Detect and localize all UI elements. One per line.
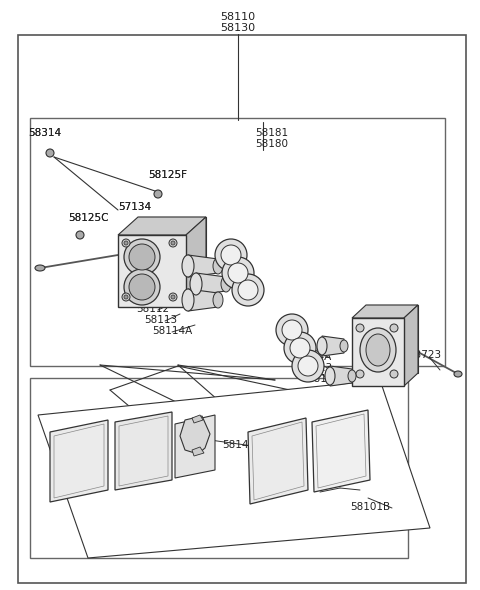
Polygon shape [366, 305, 418, 373]
Text: 58130: 58130 [220, 23, 255, 33]
Ellipse shape [154, 190, 162, 198]
Ellipse shape [124, 269, 160, 305]
Ellipse shape [276, 314, 308, 346]
Ellipse shape [221, 245, 241, 265]
Ellipse shape [454, 371, 462, 377]
Ellipse shape [182, 289, 194, 311]
Bar [30, 378, 408, 558]
Ellipse shape [129, 274, 155, 300]
Ellipse shape [348, 370, 356, 382]
Polygon shape [115, 412, 172, 490]
Text: 58314: 58314 [28, 128, 61, 138]
Ellipse shape [228, 263, 248, 283]
Polygon shape [175, 415, 215, 478]
Ellipse shape [171, 241, 175, 245]
Ellipse shape [169, 239, 177, 247]
Ellipse shape [122, 293, 130, 301]
Text: 58125F: 58125F [148, 170, 187, 180]
Text: 58101B: 58101B [350, 502, 390, 512]
Ellipse shape [190, 273, 202, 295]
Polygon shape [322, 336, 344, 356]
Ellipse shape [340, 340, 348, 352]
Ellipse shape [325, 367, 335, 385]
Ellipse shape [360, 328, 396, 372]
Ellipse shape [129, 244, 155, 270]
Polygon shape [192, 447, 204, 456]
Polygon shape [118, 217, 206, 235]
Polygon shape [180, 416, 210, 454]
Ellipse shape [390, 324, 398, 332]
Ellipse shape [171, 295, 175, 299]
Ellipse shape [390, 370, 398, 378]
Polygon shape [118, 235, 186, 307]
Text: 58144B: 58144B [222, 440, 262, 450]
Ellipse shape [298, 356, 318, 376]
Ellipse shape [222, 257, 254, 289]
Text: 58314: 58314 [28, 128, 61, 138]
Text: 58125C: 58125C [68, 213, 108, 223]
Ellipse shape [122, 239, 130, 247]
Text: 58180: 58180 [255, 139, 288, 149]
Polygon shape [312, 410, 370, 492]
Text: 58114A: 58114A [291, 352, 331, 362]
Ellipse shape [356, 324, 364, 332]
Text: 57134: 57134 [118, 202, 151, 212]
Text: 58181: 58181 [255, 128, 288, 138]
Text: 58113: 58113 [144, 315, 177, 325]
Ellipse shape [124, 241, 128, 245]
Polygon shape [50, 420, 108, 502]
Bar [30, 118, 445, 366]
Ellipse shape [238, 280, 258, 300]
Ellipse shape [213, 258, 223, 274]
Ellipse shape [215, 239, 247, 271]
Ellipse shape [213, 292, 223, 308]
Ellipse shape [124, 295, 128, 299]
Text: 57134: 57134 [118, 202, 151, 212]
Polygon shape [188, 289, 218, 311]
Text: 58110: 58110 [220, 12, 255, 22]
Ellipse shape [366, 334, 390, 366]
Text: 58112: 58112 [136, 304, 169, 314]
Ellipse shape [169, 293, 177, 301]
Text: 58125C: 58125C [68, 213, 108, 223]
Polygon shape [330, 366, 352, 386]
Polygon shape [196, 273, 226, 295]
Ellipse shape [292, 350, 324, 382]
Text: 58112: 58112 [307, 374, 340, 384]
Ellipse shape [284, 332, 316, 364]
Text: 58125F: 58125F [148, 170, 187, 180]
Polygon shape [138, 217, 206, 289]
Ellipse shape [290, 338, 310, 358]
Ellipse shape [46, 149, 54, 157]
Ellipse shape [232, 274, 264, 306]
Polygon shape [192, 415, 203, 423]
Ellipse shape [35, 265, 45, 271]
Text: 43723: 43723 [408, 350, 441, 360]
Polygon shape [186, 217, 206, 307]
Text: 58113: 58113 [299, 363, 332, 373]
Ellipse shape [356, 370, 364, 378]
Polygon shape [248, 418, 308, 504]
Polygon shape [404, 305, 418, 386]
Polygon shape [352, 305, 418, 318]
Ellipse shape [182, 255, 194, 277]
Ellipse shape [124, 239, 160, 275]
Ellipse shape [76, 231, 84, 239]
Ellipse shape [221, 276, 231, 292]
Polygon shape [38, 380, 430, 558]
Ellipse shape [317, 337, 327, 355]
Polygon shape [352, 318, 404, 386]
Polygon shape [188, 255, 218, 277]
Ellipse shape [282, 320, 302, 340]
Text: 58114A: 58114A [152, 326, 192, 336]
